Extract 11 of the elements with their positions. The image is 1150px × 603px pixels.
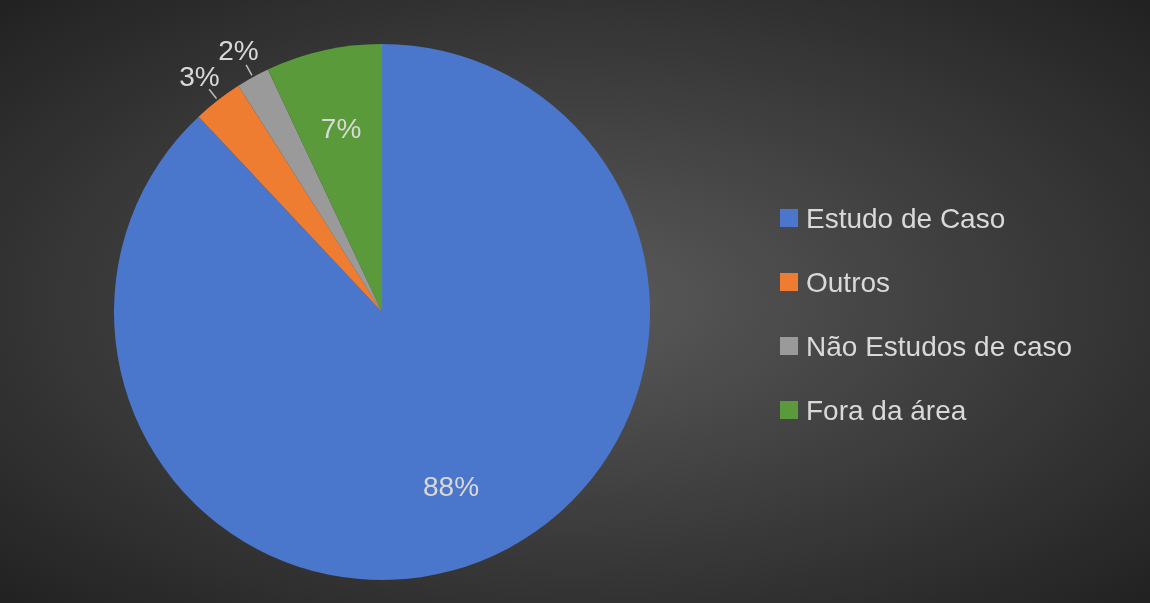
- pie-slice: [267, 44, 382, 312]
- data-label: 3%: [179, 61, 220, 93]
- legend-label: Outros: [806, 266, 891, 298]
- pie-slice: [238, 69, 382, 312]
- data-label: 2%: [218, 35, 259, 67]
- data-label: 7%: [320, 113, 362, 145]
- legend-label: Não Estudos de caso: [806, 330, 1073, 362]
- pie-slice: [198, 85, 382, 312]
- legend-label: Estudo de Caso: [806, 202, 1006, 234]
- data-label: 88%: [423, 470, 480, 502]
- legend-label: Fora da área: [806, 394, 967, 426]
